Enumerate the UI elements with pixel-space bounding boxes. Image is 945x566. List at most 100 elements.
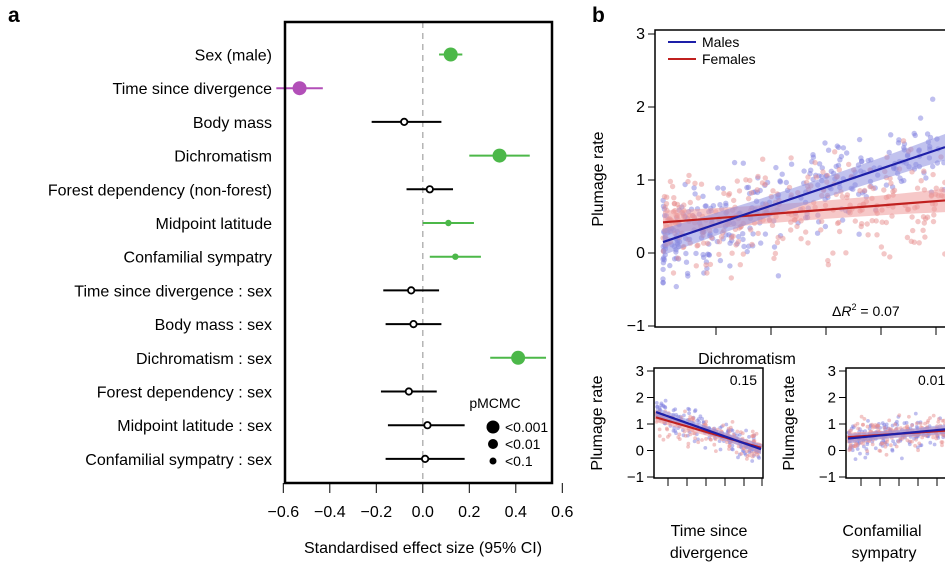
point-female (928, 416, 932, 420)
point-female (910, 227, 916, 234)
row-label-body-mass: Body mass (193, 115, 272, 132)
point-female (667, 178, 674, 185)
point-female (894, 444, 899, 449)
point-female (707, 261, 714, 268)
legend-females-label: Females (702, 51, 756, 67)
point-female (843, 250, 849, 256)
point-male (757, 456, 761, 460)
point-female (896, 439, 901, 444)
point-female (683, 434, 688, 438)
point-male (736, 455, 740, 460)
point-female (685, 178, 691, 185)
confamilial-plot-frame (845, 367, 945, 479)
point-male (912, 132, 918, 139)
point-female (860, 422, 865, 427)
point-male (886, 149, 892, 156)
point-female (728, 425, 733, 430)
legend-males-label: Males (702, 34, 739, 50)
point-male (930, 163, 936, 170)
row-label-sex-male: Sex (male) (195, 48, 272, 65)
point-male (801, 168, 807, 174)
point-female (916, 448, 920, 453)
point-male (818, 173, 825, 180)
point-female (693, 263, 699, 269)
row-label-midpoint-latitude-sex: Midpoint latitude : sex (117, 418, 272, 435)
row-label-time-since-divergence: Time since divergence (113, 81, 273, 98)
point-male (788, 161, 795, 167)
point-female (930, 218, 937, 225)
point-female (864, 221, 870, 227)
point-male (654, 401, 659, 405)
point-female (657, 434, 662, 438)
point-midpoint-latitude (445, 219, 452, 227)
point-female (708, 437, 713, 442)
point-female (859, 414, 864, 419)
point-female (940, 443, 944, 448)
point-male (913, 411, 918, 416)
y-tick-label: −1 (627, 469, 644, 486)
legend-dot-large (486, 420, 500, 434)
point-female (688, 415, 693, 419)
point-male (692, 439, 697, 444)
point-female (918, 421, 923, 426)
point-male (663, 398, 668, 403)
point-time-since-divergence (292, 81, 307, 96)
point-female (921, 220, 927, 226)
point-female (887, 418, 892, 423)
point-female (754, 431, 759, 436)
point-female (920, 227, 926, 233)
row-label-confamilial-sympatry: Confamilial sympatry (124, 250, 272, 267)
point-female (865, 424, 870, 429)
point-forest-dependency-sex (404, 387, 413, 396)
point-female (762, 175, 768, 181)
point-male (744, 428, 748, 433)
point-male (700, 251, 706, 258)
confamilial-axes: −1 0 1 2 3 (819, 363, 938, 486)
point-female (920, 435, 925, 440)
point-male (730, 447, 735, 452)
point-male (696, 437, 700, 442)
point-male (816, 161, 823, 167)
point-male (660, 266, 666, 273)
point-female (942, 179, 945, 186)
point-female (676, 204, 682, 211)
point-female (900, 138, 907, 144)
point-female (704, 270, 710, 276)
point-female (703, 262, 709, 268)
point-male (891, 439, 895, 444)
point-female (686, 441, 691, 446)
point-female (688, 432, 693, 437)
y-tick-label: 1 (636, 416, 644, 433)
point-male (819, 165, 825, 171)
point-male (928, 440, 933, 445)
point-female (698, 181, 705, 187)
point-female (805, 240, 811, 246)
y-tick-label: 0 (828, 443, 836, 460)
point-female (755, 230, 761, 237)
forest-x-axis: −0.6 −0.4 −0.2 0.0 0.2 0.4 0.6 (268, 483, 574, 521)
point-male (888, 132, 894, 138)
point-male (745, 184, 752, 190)
point-male (758, 240, 764, 246)
point-sex-male (443, 47, 458, 62)
point-female (721, 190, 727, 197)
point-female (745, 454, 750, 458)
point-male (687, 407, 692, 412)
point-female (774, 239, 781, 246)
point-female (813, 174, 819, 180)
point-female (681, 202, 687, 208)
point-female (704, 240, 711, 246)
point-female (825, 262, 832, 268)
point-female (884, 452, 889, 457)
point-male (660, 260, 667, 266)
point-female (898, 426, 903, 431)
point-female (918, 178, 924, 184)
point-male (890, 448, 895, 453)
point-male (740, 231, 746, 237)
point-female (887, 254, 893, 260)
point-female (740, 251, 746, 257)
point-confamilial-sympatry-sex (421, 454, 430, 463)
point-female (895, 426, 900, 431)
point-female (682, 429, 687, 434)
